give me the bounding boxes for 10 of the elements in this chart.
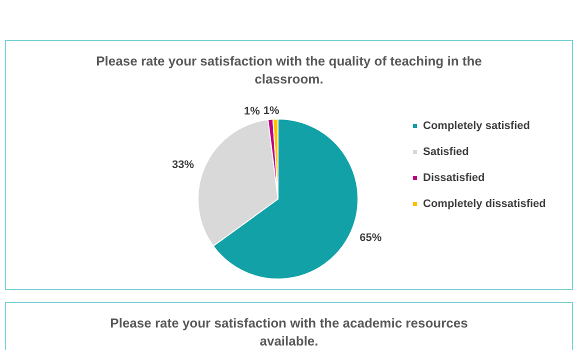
data-label: 65%	[360, 232, 382, 244]
chart-title: Please rate your satisfaction with the quality of teaching in the classroom.	[96, 54, 482, 86]
data-label: 1%	[244, 105, 260, 118]
text: Please rate your satisfaction with the academic resources available.	[110, 316, 468, 348]
legend-label: Completely dissatisfied	[423, 198, 546, 210]
legend-label: Satisfied	[423, 146, 469, 158]
data-label: 33%	[172, 158, 194, 171]
legend-label: Dissatisfied	[423, 172, 485, 184]
legend-label: Completely satisfied	[423, 120, 530, 132]
data-label: 1%	[263, 105, 280, 118]
